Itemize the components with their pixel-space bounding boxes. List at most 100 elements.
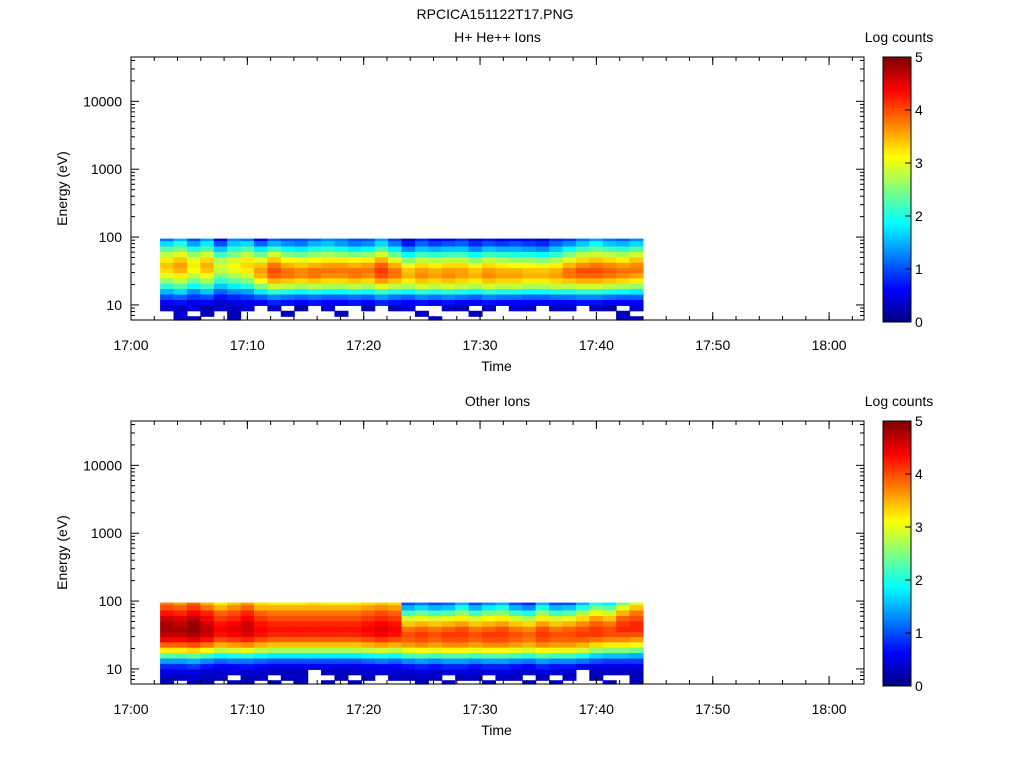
colorbar-step <box>883 662 911 666</box>
heatmap-cell <box>200 680 215 685</box>
heatmap-cell <box>414 674 429 681</box>
colorbar-step <box>883 532 911 536</box>
heatmap-cell <box>160 252 175 258</box>
heatmap-cell <box>334 283 349 290</box>
heatmap-cell <box>173 238 188 242</box>
heatmap-cell <box>508 299 523 306</box>
colorbar-step <box>883 208 911 212</box>
heatmap-cell <box>441 610 456 617</box>
heatmap-cell <box>361 257 376 264</box>
heatmap-cell <box>455 658 470 665</box>
heatmap-cell <box>481 610 496 617</box>
colorbar-step <box>883 131 911 135</box>
heatmap-cell <box>508 602 523 606</box>
colorbar-step <box>883 450 911 454</box>
heatmap-cell <box>562 647 577 654</box>
colorbar-step <box>883 112 911 116</box>
heatmap-cell <box>549 262 564 269</box>
heatmap-cell <box>481 680 496 685</box>
colorbar-step <box>883 57 911 61</box>
heatmap-cell <box>280 262 295 269</box>
heatmap-cell <box>428 273 443 279</box>
colorbar-step <box>883 75 911 79</box>
colorbar-step <box>883 474 911 478</box>
heatmap-cell <box>455 642 470 649</box>
heatmap-cell <box>522 305 537 312</box>
heatmap-cell <box>227 289 242 296</box>
heatmap-cell <box>213 246 228 253</box>
heatmap-cell <box>280 621 295 628</box>
heatmap-cell <box>535 637 550 643</box>
heatmap-cell <box>200 669 215 676</box>
colorbar-step <box>883 458 911 462</box>
heatmap-cell <box>321 278 336 285</box>
heatmap-cell <box>321 626 336 633</box>
heatmap-cell <box>186 663 201 670</box>
heatmap-cell <box>616 626 631 633</box>
heatmap-cell <box>160 262 175 269</box>
heatmap-cell <box>629 663 644 670</box>
heatmap-cell <box>267 289 282 296</box>
heatmap-cell <box>441 241 456 248</box>
heatmap-cell <box>173 658 188 665</box>
heatmap-cell <box>321 273 336 279</box>
heatmap-cell <box>253 674 268 681</box>
heatmap-cell <box>347 273 362 279</box>
y-tick-label: 10 <box>106 661 122 677</box>
heatmap-cell <box>213 605 228 612</box>
colorbar-step <box>883 94 911 98</box>
heatmap-cell <box>267 653 282 660</box>
colorbar-step <box>883 426 911 430</box>
heatmap-cell <box>495 637 510 643</box>
heatmap-cell <box>361 658 376 665</box>
colorbar-step <box>883 152 911 156</box>
heatmap-cell <box>508 262 523 269</box>
heatmap-cell <box>374 616 389 622</box>
colorbar-step <box>883 500 911 504</box>
heatmap-cell <box>575 653 590 660</box>
heatmap-cell <box>428 674 443 681</box>
colorbar-frame <box>882 420 912 687</box>
heatmap-cell <box>294 246 309 253</box>
heatmap-cell <box>481 262 496 269</box>
heatmap-cell <box>589 305 604 312</box>
colorbar-step <box>883 495 911 499</box>
heatmap-cell <box>495 669 510 676</box>
heatmap-cell <box>334 273 349 279</box>
heatmap-cell <box>347 268 362 274</box>
x-tick-label: 17:20 <box>346 337 381 353</box>
heatmap-cell <box>468 246 483 253</box>
heatmap-cell <box>160 294 175 301</box>
heatmap-cell <box>602 289 617 296</box>
heatmap-cell <box>280 252 295 258</box>
heatmap-cell <box>455 637 470 643</box>
colorbar-step <box>883 601 911 605</box>
heatmap-cell <box>374 605 389 612</box>
heatmap-cell <box>280 283 295 290</box>
heatmap-cell <box>522 299 537 306</box>
heatmap-cell <box>562 273 577 279</box>
heatmap-cell <box>280 626 295 633</box>
heatmap-cell <box>321 268 336 274</box>
heatmap-cell <box>307 632 322 638</box>
heatmap-cell <box>388 257 403 264</box>
heatmap-cell <box>589 642 604 649</box>
heatmap-cell <box>441 663 456 670</box>
heatmap-cell <box>629 642 644 649</box>
colorbar-step <box>883 168 911 172</box>
colorbar-step <box>883 431 911 435</box>
heatmap-cell <box>562 294 577 301</box>
heatmap-cell <box>240 621 255 628</box>
heatmap-cell <box>361 605 376 612</box>
heatmap-cell <box>361 305 376 312</box>
heatmap-cell <box>321 289 336 296</box>
heatmap-cell <box>629 647 644 654</box>
heatmap-cell <box>227 252 242 258</box>
heatmap-cell <box>267 663 282 670</box>
heatmap-cell <box>173 316 188 321</box>
heatmap-cell <box>602 616 617 622</box>
colorbar-tick-label: 1 <box>915 625 923 641</box>
heatmap-cell <box>334 238 349 242</box>
heatmap-cell <box>508 238 523 242</box>
heatmap-cell <box>522 642 537 649</box>
